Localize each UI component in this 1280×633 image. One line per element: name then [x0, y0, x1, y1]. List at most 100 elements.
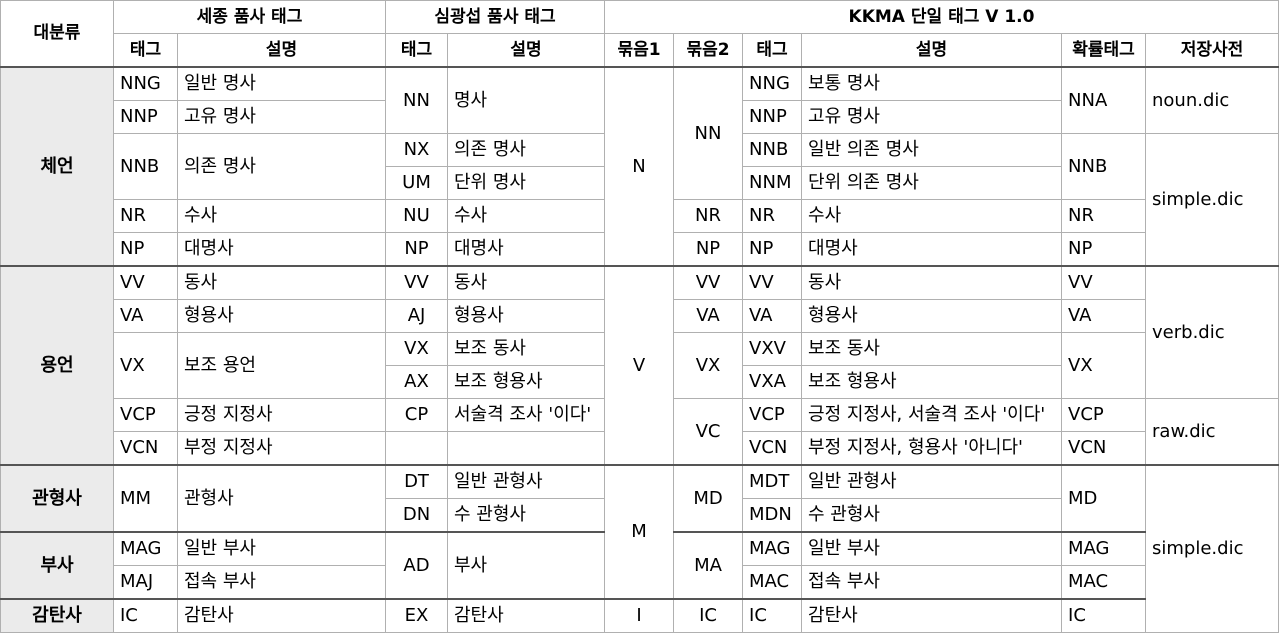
- sejong-tag: NNG: [113, 66, 178, 101]
- table-row: AX 보조 형용사 VXA 보조 형용사: [1, 365, 1279, 399]
- table-row: NNB 의존 명사 NX 의존 명사 NNB 일반 의존 명사 NNB simp…: [1, 133, 1280, 267]
- kkma-desc: 단위 의존 명사: [801, 166, 1063, 200]
- kkma-desc: 고유 명사: [801, 100, 1063, 134]
- sejong-desc: 관형사: [177, 464, 386, 533]
- kkma-prob-tag: NNA: [1061, 66, 1147, 134]
- simkwang-desc: 수 관형사: [446, 498, 606, 533]
- simkwang-tag: AX: [385, 365, 448, 399]
- sejong-desc: 수사: [177, 199, 386, 233]
- sejong-tag: NP: [113, 232, 178, 267]
- kkma-tag: MDT: [742, 464, 803, 499]
- table-row: NNP 고유 명사 NNP 고유 명사: [1, 100, 1279, 134]
- sejong-desc: 긍정 지정사: [177, 398, 386, 432]
- kkma-prob-tag: NR: [1061, 199, 1147, 233]
- kkma-tag: MAG: [742, 531, 803, 566]
- kkma-group1: N: [604, 66, 675, 267]
- kkma-prob-tag: IC: [1061, 598, 1147, 633]
- kkma-group2: VV: [673, 265, 744, 300]
- kkma-tag: NNM: [742, 166, 803, 200]
- header-kkma-tag: 태그: [742, 33, 803, 68]
- simkwang-desc: 일반 관형사: [446, 464, 606, 499]
- simkwang-tag: VX: [385, 332, 448, 366]
- sejong-desc: 의존 명사: [177, 133, 386, 200]
- simkwang-tag: AJ: [385, 299, 448, 333]
- sejong-desc: 동사: [177, 265, 386, 300]
- table-row: 관형사 MM 관형사 DT 일반 관형사 M MD MDT 일반 관형사 MD …: [0, 464, 1280, 633]
- kkma-tag: NNP: [742, 100, 803, 134]
- simkwang-desc: 형용사: [446, 299, 606, 333]
- sejong-desc: 부정 지정사: [177, 431, 386, 466]
- sejong-tag: MAG: [113, 531, 178, 566]
- simkwang-tag: DT: [385, 464, 448, 499]
- sejong-tag: MAJ: [113, 565, 178, 600]
- kkma-prob-tag: NP: [1061, 232, 1147, 267]
- kkma-desc: 일반 의존 명사: [801, 133, 1063, 167]
- kkma-tag: NNG: [742, 66, 803, 101]
- kkma-group2: MD: [673, 464, 744, 533]
- kkma-group2: NR: [673, 199, 744, 233]
- kkma-dict: raw.dic: [1145, 398, 1280, 466]
- kkma-tag: VCP: [742, 398, 803, 432]
- table-row: 부사 MAG 일반 부사 AD 부사 MA MAG 일반 부사 MAG: [0, 531, 1279, 600]
- header-kkma: KKMA 단일 태그 V 1.0: [604, 0, 1280, 34]
- simkwang-desc: 동사: [446, 265, 606, 300]
- sejong-desc: 일반 명사: [177, 66, 386, 101]
- simkwang-desc-empty: [446, 431, 606, 466]
- kkma-prob-tag: MAG: [1061, 531, 1147, 566]
- table-row: MAJ 접속 부사 MAC 접속 부사 MAC: [1, 565, 1279, 600]
- header-prob: 확률태그: [1061, 33, 1147, 68]
- table-row: DN 수 관형사 MDN 수 관형사: [1, 498, 1279, 533]
- header-group1: 묶음1: [604, 33, 675, 68]
- simkwang-tag: UM: [385, 166, 448, 200]
- simkwang-tag: VV: [385, 265, 448, 300]
- sejong-tag: VCN: [113, 431, 178, 466]
- sejong-tag: VCP: [113, 398, 178, 432]
- header-simkwang: 심광섭 품사 태그: [384, 0, 606, 34]
- header-sejong-desc: 설명: [177, 33, 386, 68]
- sejong-tag: IC: [113, 598, 178, 633]
- kkma-tag: NNB: [742, 133, 803, 167]
- sejong-tag: NNB: [113, 133, 178, 200]
- major-category-det: 관형사: [0, 464, 114, 533]
- sejong-desc: 대명사: [177, 232, 386, 267]
- kkma-desc: 보통 명사: [801, 66, 1063, 101]
- table-row: VCN 부정 지정사 VCN 부정 지정사, 형용사 '아니다' VCN: [1, 431, 1279, 466]
- kkma-prob-tag: MD: [1061, 464, 1147, 533]
- kkma-dict: simple.dic: [1145, 133, 1280, 267]
- kkma-desc: 형용사: [801, 299, 1063, 333]
- kkma-desc: 보조 동사: [801, 332, 1063, 366]
- kkma-tag: MAC: [742, 565, 803, 600]
- kkma-tag: NP: [742, 232, 803, 267]
- kkma-group1: M: [604, 464, 675, 600]
- sejong-desc: 고유 명사: [177, 100, 386, 134]
- header-simkwang-tag: 태그: [385, 33, 448, 68]
- kkma-desc: 일반 관형사: [801, 464, 1063, 499]
- simkwang-tag: AD: [385, 531, 448, 600]
- sejong-tag: NNP: [113, 100, 178, 134]
- table-row: NP 대명사 NP 대명사 NP NP 대명사 NP: [1, 232, 1279, 267]
- kkma-dict: noun.dic: [1145, 66, 1280, 134]
- header-sejong: 세종 품사 태그: [113, 0, 386, 34]
- kkma-dict: verb.dic: [1145, 265, 1280, 399]
- simkwang-tag: DN: [385, 498, 448, 533]
- kkma-tag: NR: [742, 199, 803, 233]
- simkwang-desc: 서술격 조사 '이다': [446, 398, 606, 432]
- kkma-tag: VXV: [742, 332, 803, 366]
- sejong-tag: NR: [113, 199, 178, 233]
- kkma-tag: VXA: [742, 365, 803, 399]
- kkma-desc: 수사: [801, 199, 1063, 233]
- table-row: 감탄사 IC 감탄사 EX 감탄사 I IC IC 감탄사 IC: [0, 598, 1279, 633]
- kkma-group2: VX: [673, 332, 744, 399]
- simkwang-tag: CP: [385, 398, 448, 432]
- sejong-tag: VX: [113, 332, 178, 399]
- kkma-tag: VCN: [742, 431, 803, 466]
- table-row: NR 수사 NU 수사 NR NR 수사 NR: [1, 199, 1279, 233]
- sejong-desc: 형용사: [177, 299, 386, 333]
- kkma-tag: VA: [742, 299, 803, 333]
- major-category-noun: 체언: [0, 66, 114, 267]
- header-major: 대분류: [0, 0, 114, 68]
- simkwang-desc: 대명사: [446, 232, 606, 267]
- major-category-verb: 용언: [0, 265, 114, 466]
- kkma-desc: 부정 지정사, 형용사 '아니다': [801, 431, 1063, 466]
